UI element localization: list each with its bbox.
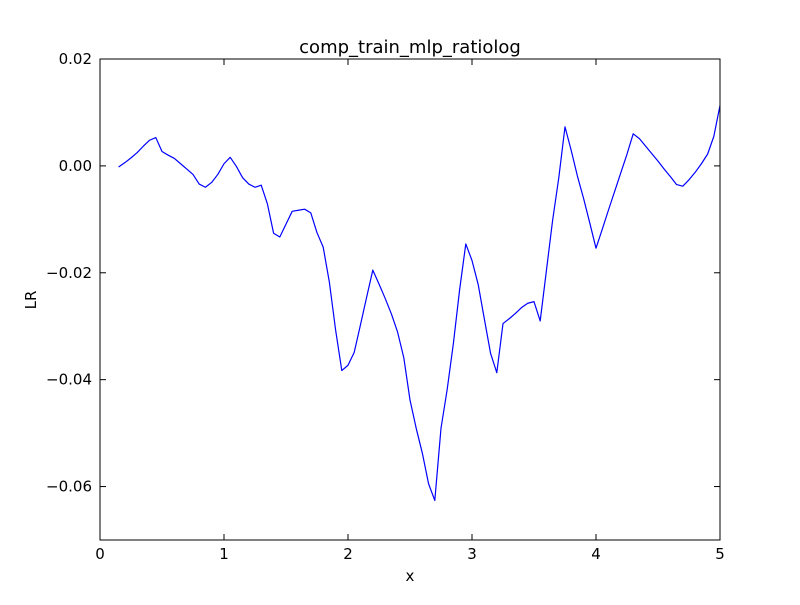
x-tick-label: 4 bbox=[591, 545, 601, 563]
x-tick-label: 5 bbox=[715, 545, 725, 563]
y-tick-label: −0.06 bbox=[46, 478, 92, 496]
x-axis-label: x bbox=[406, 567, 415, 585]
y-axis-label: LR bbox=[22, 291, 40, 310]
y-tick-label: −0.02 bbox=[46, 264, 92, 282]
chart-title: comp_train_mlp_ratiolog bbox=[299, 37, 521, 58]
plot-area: 0 1 2 3 4 5 −0.06 −0.04 −0.02 0.00 0.02 bbox=[46, 50, 725, 563]
y-tick-label: 0.02 bbox=[59, 50, 92, 68]
series-line-0 bbox=[118, 105, 721, 502]
x-tick-label: 0 bbox=[95, 545, 105, 563]
x-tick-label: 1 bbox=[219, 545, 229, 563]
y-tick-label: −0.04 bbox=[46, 371, 92, 389]
axes-frame bbox=[99, 58, 721, 541]
x-tick-label: 2 bbox=[343, 545, 353, 563]
x-tick-label: 3 bbox=[467, 545, 477, 563]
y-tick-label: 0.00 bbox=[59, 157, 92, 175]
